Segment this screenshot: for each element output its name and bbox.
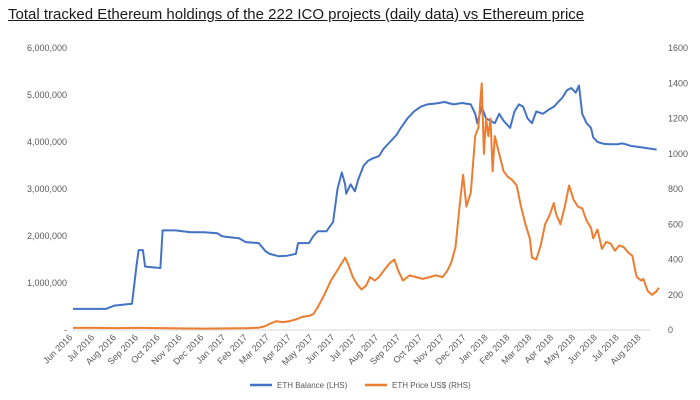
- right-tick-label: 600: [668, 219, 683, 229]
- right-tick-label: 200: [668, 290, 683, 300]
- right-tick-label: 400: [668, 255, 683, 265]
- right-tick-label: 1200: [668, 114, 688, 124]
- series-line-eth-balance: [73, 84, 657, 310]
- legend-entry: ETH Price US$ (RHS): [392, 381, 471, 390]
- right-tick-label: 0: [668, 325, 673, 335]
- left-tick-label: 1,000,000: [27, 278, 67, 288]
- chart-title: Total tracked Ethereum holdings of the 2…: [8, 6, 585, 23]
- left-tick-label: -: [64, 325, 67, 335]
- right-tick-label: 800: [668, 184, 683, 194]
- left-tick-label: 5,000,000: [27, 90, 67, 100]
- right-tick-label: 1600: [668, 43, 688, 53]
- right-tick-label: 1000: [668, 149, 688, 159]
- series-line-eth-price: [73, 82, 660, 330]
- left-tick-label: 2,000,000: [27, 231, 67, 241]
- left-tick-label: 4,000,000: [27, 137, 67, 147]
- legend-entry: ETH Balance (LHS): [277, 381, 348, 390]
- right-tick-label: 1400: [668, 78, 688, 88]
- left-tick-label: 3,000,000: [27, 184, 67, 194]
- left-tick-label: 6,000,000: [27, 43, 67, 53]
